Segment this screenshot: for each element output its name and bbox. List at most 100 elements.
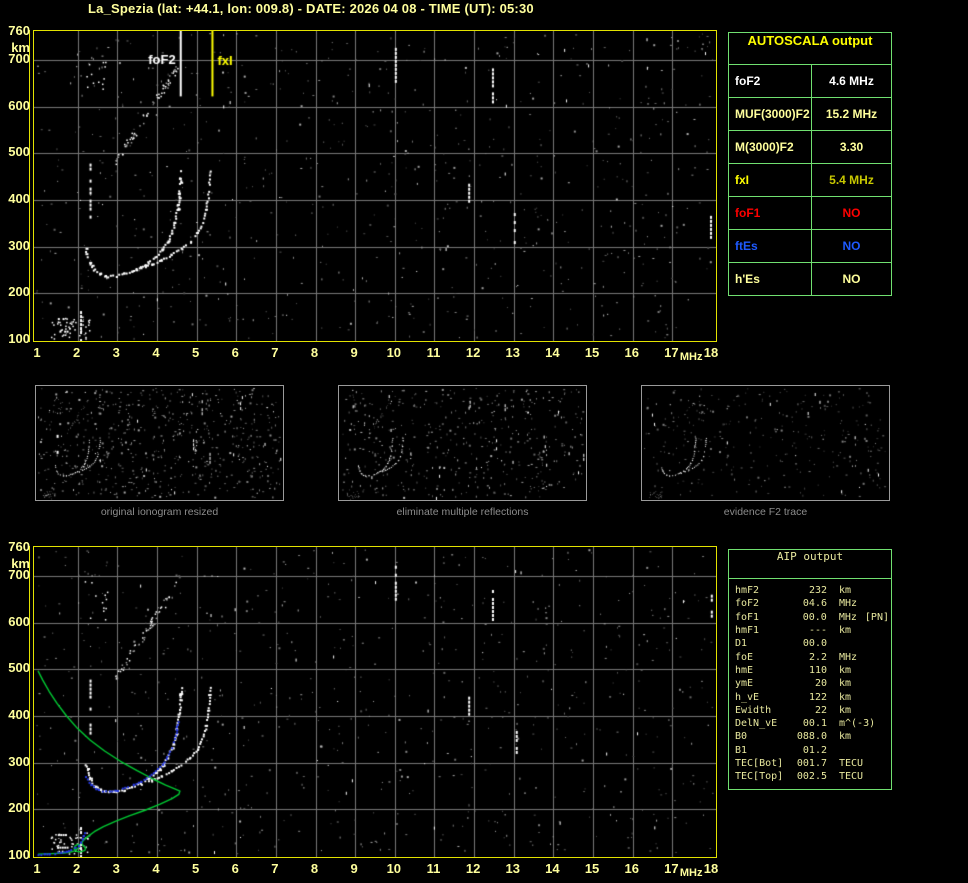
scaled-ionogram-plot [33,30,717,342]
autoscala-row: fxI 5.4 MHz [729,163,891,196]
aip-val: 00.1 [802,718,827,730]
y-axis-tick: 300 [8,237,30,253]
y-axis-tick: 400 [8,707,30,722]
aip-name: TEC[Bot] [735,758,784,769]
aip-val: 122 [808,691,827,703]
autoscala-row-value: 4.6 MHz [829,74,874,88]
thumbnail-original-ionogram [35,385,284,501]
aip-name: foF2 [735,598,760,610]
x-axis-tick: 18 [703,345,719,360]
autoscala-row-value: NO [842,206,861,220]
autoscala-output-table: AUTOSCALA output foF2 4.6 MHz MUF(3000)F2 1… [728,32,892,296]
x-axis-tick: 3 [112,861,120,876]
y-axis-tick: 700 [8,51,30,66]
x-axis-tick: 17 [664,345,679,360]
aip-unit: TECU [839,758,864,769]
autoscala-table-header: AUTOSCALA output [747,33,873,48]
autoscala-table-rows: foF2 4.6 MHz MUF(3000)F2 15.2 MHz M(3000)F2 3… [729,64,891,295]
aip-val: 00.0 [802,638,827,650]
autoscala-row-label: MUF(3000)F2 [729,98,812,130]
x-axis-tick: 2 [73,345,81,360]
thumbnail-caption-original: original ionogram resized [100,506,219,518]
y-axis-unit-label: km [11,40,30,55]
aip-unit: MHz [838,611,857,623]
aip-note: [PN] [864,611,889,623]
x-axis-tick: 7 [271,345,279,360]
aip-val: 232 [808,585,827,597]
autoscala-row-label: ftEs [729,230,812,262]
aip-unit: MHz [839,598,858,610]
thumbnail-caption-evidence: evidence F2 trace [723,506,808,518]
x-axis-tick: 5 [191,861,200,876]
y-axis-tick: 100 [8,847,30,862]
x-axis-tick: 1 [33,345,41,360]
aip-unit: km [839,585,852,597]
x-axis-tick: 1 [33,861,41,876]
x-axis-tick: 6 [231,861,239,876]
aip-name: B1 [735,744,748,756]
x-axis-tick: 16 [624,345,639,360]
aip-name: foF1 [735,611,760,623]
bottom-plot-outer-axis-line [29,546,30,858]
aip-val: 04.6 [802,598,827,610]
aip-val: 00.0 [802,611,827,623]
x-axis-tick: 12 [465,345,481,360]
x-axis-tick: 3 [112,345,120,360]
aip-name: h_vE [735,691,760,703]
aip-output-table: AIP output hmF2 232 km foF2 04.6 MHz foF1 00.0 M… [728,549,892,791]
x-axis-unit-label: MHz [679,867,703,879]
autoscala-row-label: fxI [729,164,812,196]
top-plot-outer-axis-line [29,30,30,342]
aip-unit: km [839,731,852,743]
aip-row: foF1 00.0 MHz [PN] [735,611,889,624]
x-axis-tick: 15 [584,345,600,360]
thumbnail-evidence-f2-trace [641,385,890,501]
x-axis-tick: 7 [271,861,279,876]
aip-val: 22 [814,704,827,716]
aip-row: Ewidth 22 km [735,704,889,717]
x-axis-tick: 4 [152,345,160,360]
y-axis-tick: 600 [8,97,30,113]
aip-unit: km [839,691,852,703]
autoscala-row-label: foF1 [729,197,812,229]
aip-row: DelN_vE 00.1 m^(-3) [735,717,889,730]
aip-name: hmF1 [735,625,760,637]
x-axis-tick: 18 [703,861,719,876]
aip-row: TEC[Bot] 001.7 TECU [735,757,889,770]
x-axis-tick: 14 [545,861,560,876]
aip-unit: km [839,678,852,690]
y-axis-tick: 500 [8,144,30,160]
x-axis-tick: 13 [505,861,520,876]
autoscala-row: foF1 NO [729,196,891,229]
aip-row: h_vE 122 km [735,690,889,703]
aip-row: TEC[Top] 002.5 TECU [735,770,889,783]
x-axis-tick: 2 [73,861,81,876]
aip-unit: km [839,625,852,637]
autoscala-row-value: NO [842,272,861,286]
aip-row: foF2 04.6 MHz [735,597,889,610]
autoscala-row: MUF(3000)F2 15.2 MHz [729,97,891,130]
x-axis-tick: 10 [386,345,402,360]
autoscala-row: M(3000)F2 3.30 [729,130,891,163]
aip-val: 01.2 [802,744,827,756]
x-axis-tick: 11 [426,861,441,876]
aip-row: hmF2 232 km [735,584,889,597]
aip-val: 002.5 [796,771,827,783]
y-axis-tick: 100 [8,331,30,346]
x-axis-unit-label: MHz [679,351,703,363]
aip-val: 110 [808,664,827,676]
aip-val: 2.2 [808,651,827,663]
x-axis-tick: 4 [152,861,160,876]
aip-val: 20 [814,678,827,690]
x-axis-tick: 16 [624,861,639,876]
autoscala-row-label: M(3000)F2 [729,131,812,163]
aip-name: TEC[Top] [735,771,784,783]
aip-row: foE 2.2 MHz [735,650,889,663]
x-axis-tick: 13 [505,345,520,360]
x-axis-tick: 5 [191,345,200,360]
x-axis-tick: 14 [545,345,560,360]
aip-name: DelN_vE [735,718,778,730]
x-axis-tick: 10 [386,861,402,876]
aip-name: D1 [735,638,748,650]
